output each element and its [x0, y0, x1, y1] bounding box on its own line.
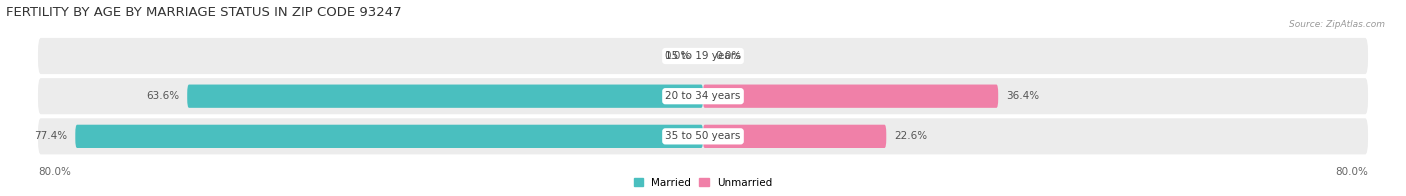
- Text: 0.0%: 0.0%: [716, 51, 741, 61]
- FancyBboxPatch shape: [187, 84, 703, 108]
- FancyBboxPatch shape: [38, 78, 1368, 114]
- Text: Source: ZipAtlas.com: Source: ZipAtlas.com: [1289, 20, 1385, 29]
- FancyBboxPatch shape: [38, 38, 1368, 74]
- Text: 36.4%: 36.4%: [1007, 91, 1039, 101]
- Text: 20 to 34 years: 20 to 34 years: [665, 91, 741, 101]
- FancyBboxPatch shape: [38, 118, 1368, 154]
- Text: FERTILITY BY AGE BY MARRIAGE STATUS IN ZIP CODE 93247: FERTILITY BY AGE BY MARRIAGE STATUS IN Z…: [6, 5, 401, 19]
- Text: 22.6%: 22.6%: [894, 131, 928, 141]
- Text: 35 to 50 years: 35 to 50 years: [665, 131, 741, 141]
- Text: 0.0%: 0.0%: [665, 51, 690, 61]
- Legend: Married, Unmarried: Married, Unmarried: [634, 178, 772, 188]
- FancyBboxPatch shape: [76, 125, 703, 148]
- Text: 63.6%: 63.6%: [146, 91, 179, 101]
- FancyBboxPatch shape: [703, 84, 998, 108]
- FancyBboxPatch shape: [703, 125, 886, 148]
- Text: 77.4%: 77.4%: [34, 131, 67, 141]
- Text: 15 to 19 years: 15 to 19 years: [665, 51, 741, 61]
